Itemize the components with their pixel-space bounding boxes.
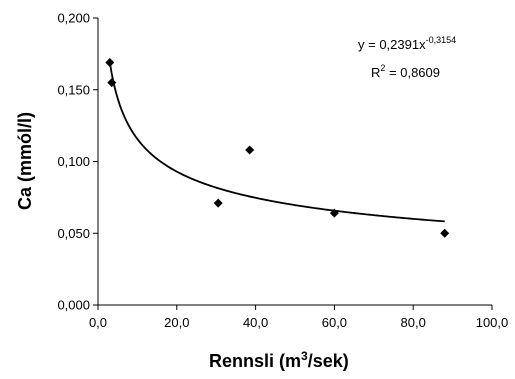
- power-trendline: [108, 62, 445, 223]
- equation-exponent: -0,3154: [426, 35, 457, 45]
- r2-superscript: 2: [380, 63, 385, 73]
- data-point-diamond: [107, 78, 117, 88]
- x-tick-label: 40,0: [243, 315, 268, 330]
- y-tick-label: 0,100: [57, 154, 90, 169]
- y-tick-label: 0,050: [57, 226, 90, 241]
- plot-area: [97, 18, 492, 306]
- x-tick-label: 20,0: [164, 315, 189, 330]
- y-axis-title: Ca (mmól/l): [15, 112, 35, 210]
- y-axis-ticks: 0,000 0,050 0,100 0,150 0,200: [57, 11, 98, 313]
- x-axis-title: Rennsli (m3/sek): [209, 349, 349, 371]
- x-tick-label: 60,0: [322, 315, 347, 330]
- equation-label: y = 0,2391x-0,3154: [358, 35, 456, 52]
- y-tick-label: 0,000: [57, 298, 90, 313]
- x-tick-label: 100,0: [476, 315, 509, 330]
- trendline: [108, 62, 445, 223]
- data-point-diamond: [245, 145, 255, 155]
- data-point-diamond: [105, 57, 115, 67]
- data-point-diamond: [213, 198, 223, 208]
- r2-label: R2 = 0,8609: [371, 63, 440, 80]
- data-point-diamond: [440, 228, 450, 238]
- data-points: [105, 57, 450, 238]
- x-tick-label: 0,0: [89, 315, 107, 330]
- data-point-diamond: [329, 208, 339, 218]
- y-tick-label: 0,200: [57, 11, 90, 26]
- x-axis-ticks: 0,0 20,0 40,0 60,0 80,0 100,0: [89, 305, 508, 330]
- x-tick-label: 80,0: [401, 315, 426, 330]
- y-tick-label: 0,150: [57, 82, 90, 97]
